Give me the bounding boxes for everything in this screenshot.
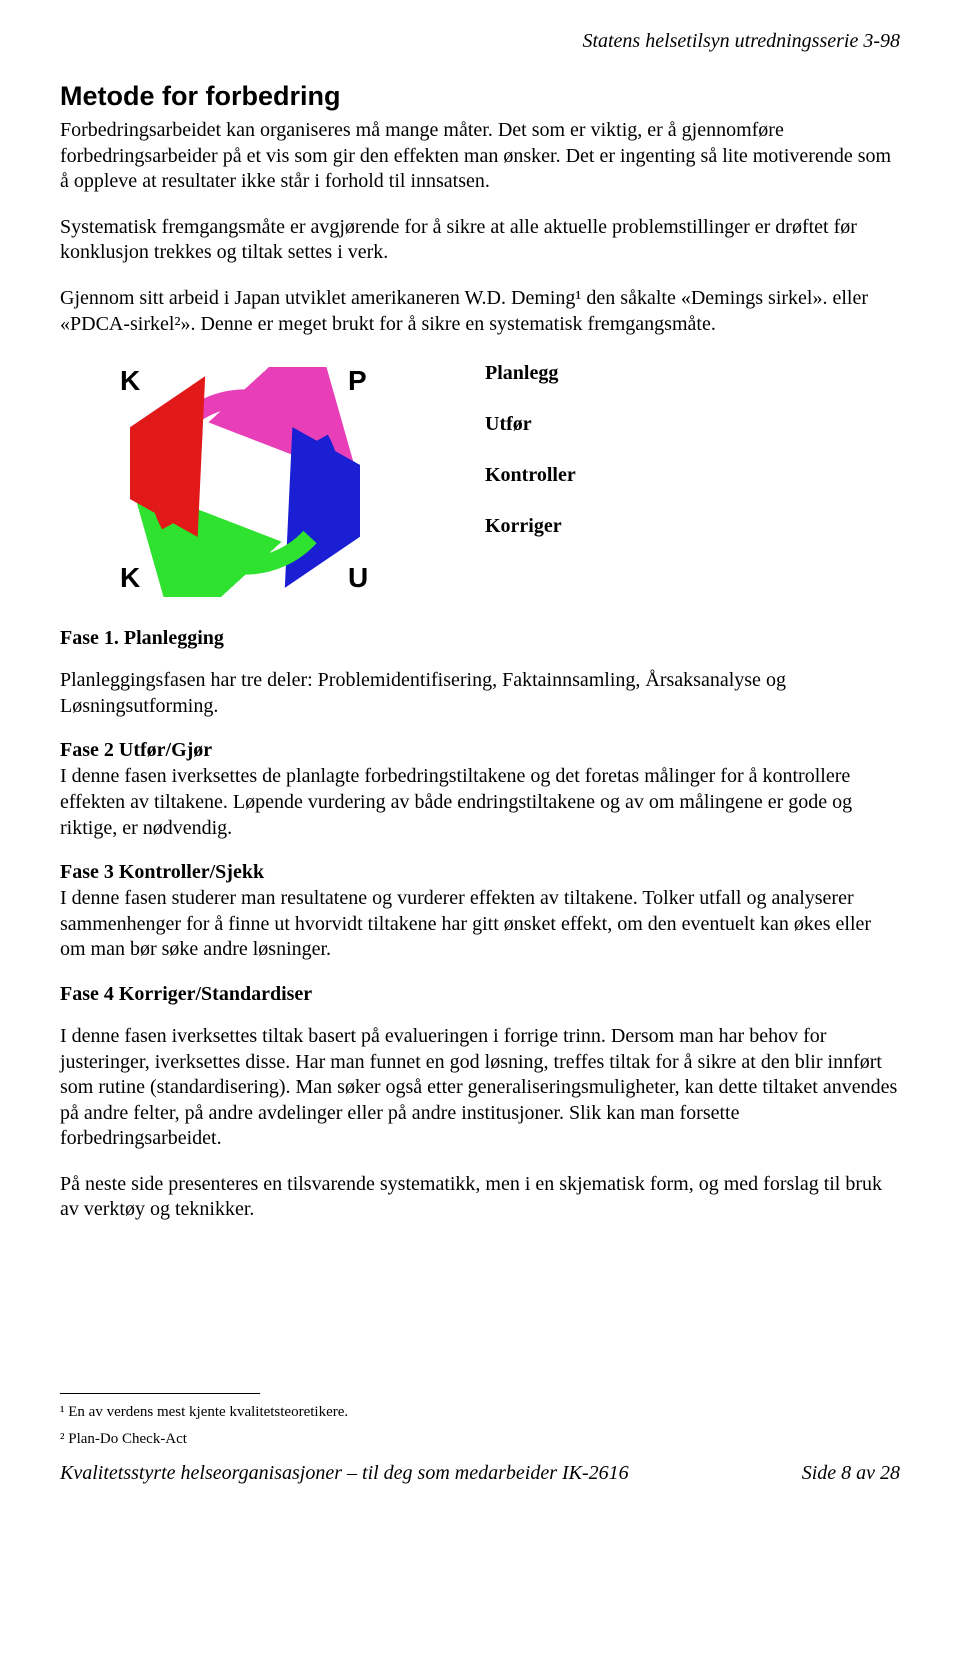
letter-bottom-left: K: [120, 562, 140, 594]
intro-para-1: Forbedringsarbeidet kan organiseres må m…: [60, 118, 900, 195]
pdca-legend: Planlegg Utfør Kontroller Korriger: [485, 362, 576, 566]
footer-left: Kvalitetsstyrte helseorganisasjoner – ti…: [60, 1462, 629, 1485]
footnote-rule: [60, 1393, 260, 1394]
page-title: Metode for forbedring: [60, 81, 900, 112]
legend-planlegg: Planlegg: [485, 362, 576, 385]
footer-right: Side 8 av 28: [802, 1462, 900, 1485]
fase4-text: I denne fasen iverksettes tiltak basert …: [60, 1024, 900, 1152]
pdca-cycle-diagram: K P K U: [90, 357, 400, 617]
legend-korriger: Korriger: [485, 515, 576, 538]
arc-right: [320, 439, 331, 525]
arc-left: [159, 439, 170, 525]
closing-text: På neste side presenteres en tilsvarende…: [60, 1172, 900, 1223]
fase2-heading: Fase 2 Utfør/Gjør: [60, 739, 900, 762]
letter-top-right: P: [348, 365, 367, 397]
fase4-heading: Fase 4 Korriger/Standardiser: [60, 983, 900, 1006]
fase3-text: I denne fasen studerer man resultatene o…: [60, 886, 900, 963]
footnote-2: ² Plan-Do Check-Act: [60, 1429, 900, 1450]
legend-kontroller: Kontroller: [485, 464, 576, 487]
fase1-text: Planleggingsfasen har tre deler: Problem…: [60, 668, 900, 719]
intro-para-3: Gjennom sitt arbeid i Japan utviklet ame…: [60, 286, 900, 337]
fase3-heading: Fase 3 Kontroller/Sjekk: [60, 861, 900, 884]
letter-top-left: K: [120, 365, 140, 397]
letter-bottom-right: U: [348, 562, 368, 594]
arc-top: [180, 398, 310, 427]
arc-bottom: [180, 537, 310, 566]
fase1-heading: Fase 1. Planlegging: [60, 627, 900, 650]
footnote-1: ¹ En av verdens mest kjente kvalitetsteo…: [60, 1402, 900, 1423]
page-footer: Kvalitetsstyrte helseorganisasjoner – ti…: [60, 1462, 900, 1485]
fase2-text: I denne fasen iverksettes de planlagte f…: [60, 764, 900, 841]
legend-utfor: Utfør: [485, 413, 576, 436]
intro-para-2: Systematisk fremgangsmåte er avgjørende …: [60, 215, 900, 266]
header-series: Statens helsetilsyn utredningsserie 3-98: [60, 30, 900, 53]
pdca-cycle-svg: [130, 367, 360, 597]
pdca-diagram-row: K P K U Planlegg Utfør Kontroller Korrig…: [60, 357, 900, 617]
